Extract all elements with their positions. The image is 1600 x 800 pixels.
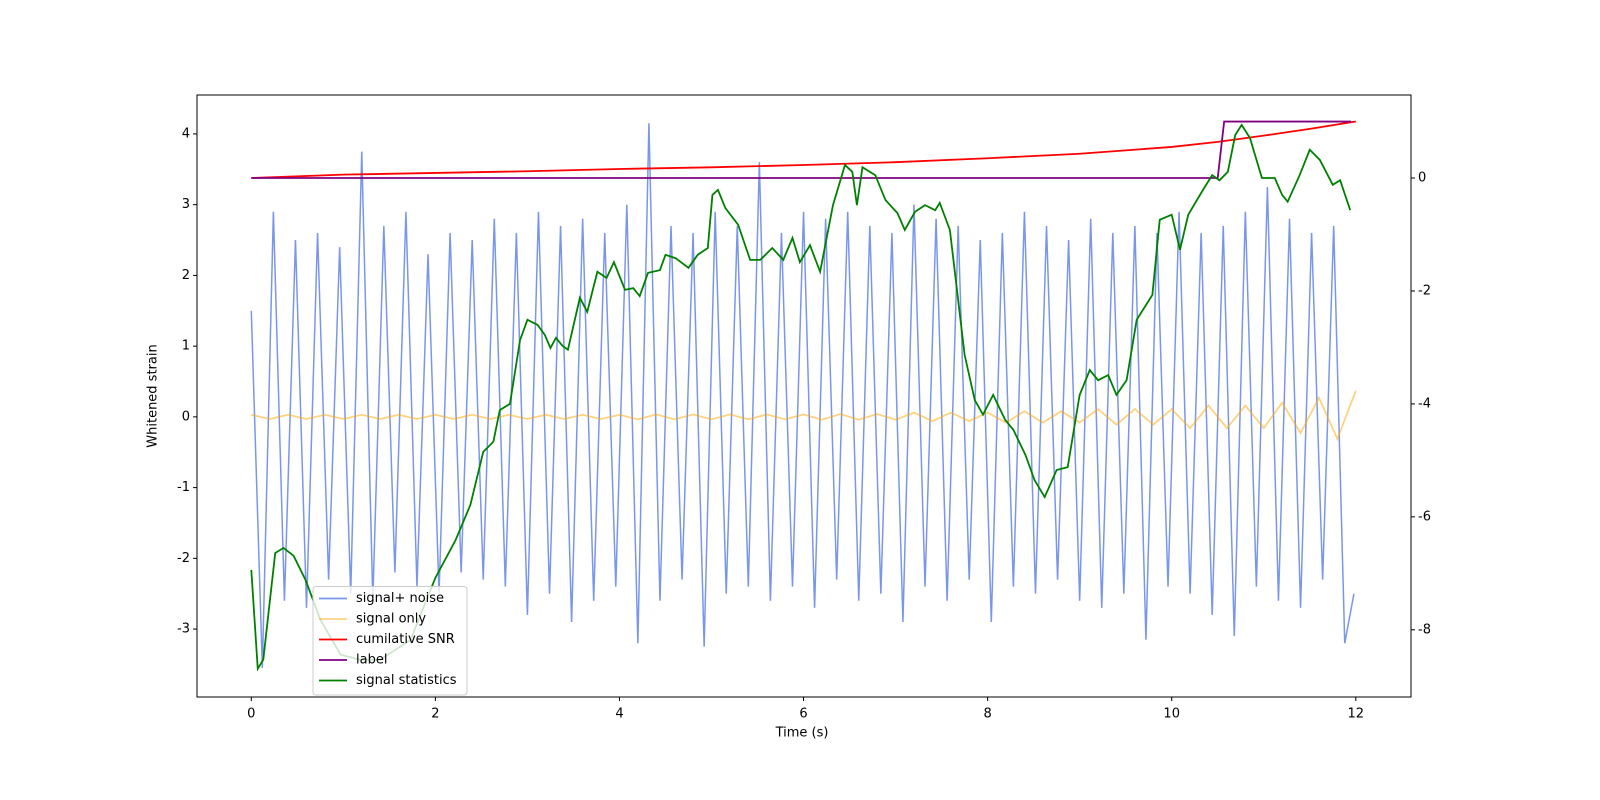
y-tick-label: 0 <box>182 409 190 424</box>
y2-tick-label: -6 <box>1418 509 1431 524</box>
series-line <box>251 390 1357 442</box>
y-tick-label: 1 <box>182 339 190 354</box>
legend-label: signal+ noise <box>356 591 444 606</box>
y2-tick-label: -2 <box>1418 283 1431 298</box>
y2-tick-label: -4 <box>1418 396 1431 411</box>
x-tick-label: 8 <box>983 707 991 722</box>
y-tick-label: 3 <box>182 197 190 212</box>
y-axis-label: Whitened strain <box>146 344 161 447</box>
x-axis-label: Time (s) <box>775 726 829 741</box>
legend: signal+ noise signal only cumilative SNR la… <box>312 586 468 696</box>
x-tick-label: 6 <box>799 707 807 722</box>
legend-label: signal only <box>356 612 426 627</box>
series-line <box>251 120 1352 179</box>
x-tick-label: 2 <box>431 707 439 722</box>
series-line <box>251 120 1356 179</box>
legend-box <box>312 586 468 696</box>
legend-label: label <box>356 653 387 668</box>
series-line <box>250 123 1352 672</box>
x-tick-label: 0 <box>247 707 255 722</box>
y-tick-label: -1 <box>177 480 190 495</box>
y2-tick-label: -8 <box>1418 622 1431 637</box>
series-line <box>250 123 1355 669</box>
y-tick-label: -3 <box>177 622 190 637</box>
y2-tick-label: 0 <box>1418 171 1426 186</box>
legend-label: cumilative SNR <box>356 632 455 647</box>
y-tick-label: 4 <box>182 126 190 141</box>
y-tick-label: 2 <box>182 268 190 283</box>
legend-label: signal statistics <box>356 673 457 688</box>
y-tick-label: -2 <box>177 551 190 566</box>
x-tick-label: 4 <box>615 707 623 722</box>
x-tick-label: 12 <box>1348 707 1365 722</box>
x-tick-label: 10 <box>1163 707 1180 722</box>
